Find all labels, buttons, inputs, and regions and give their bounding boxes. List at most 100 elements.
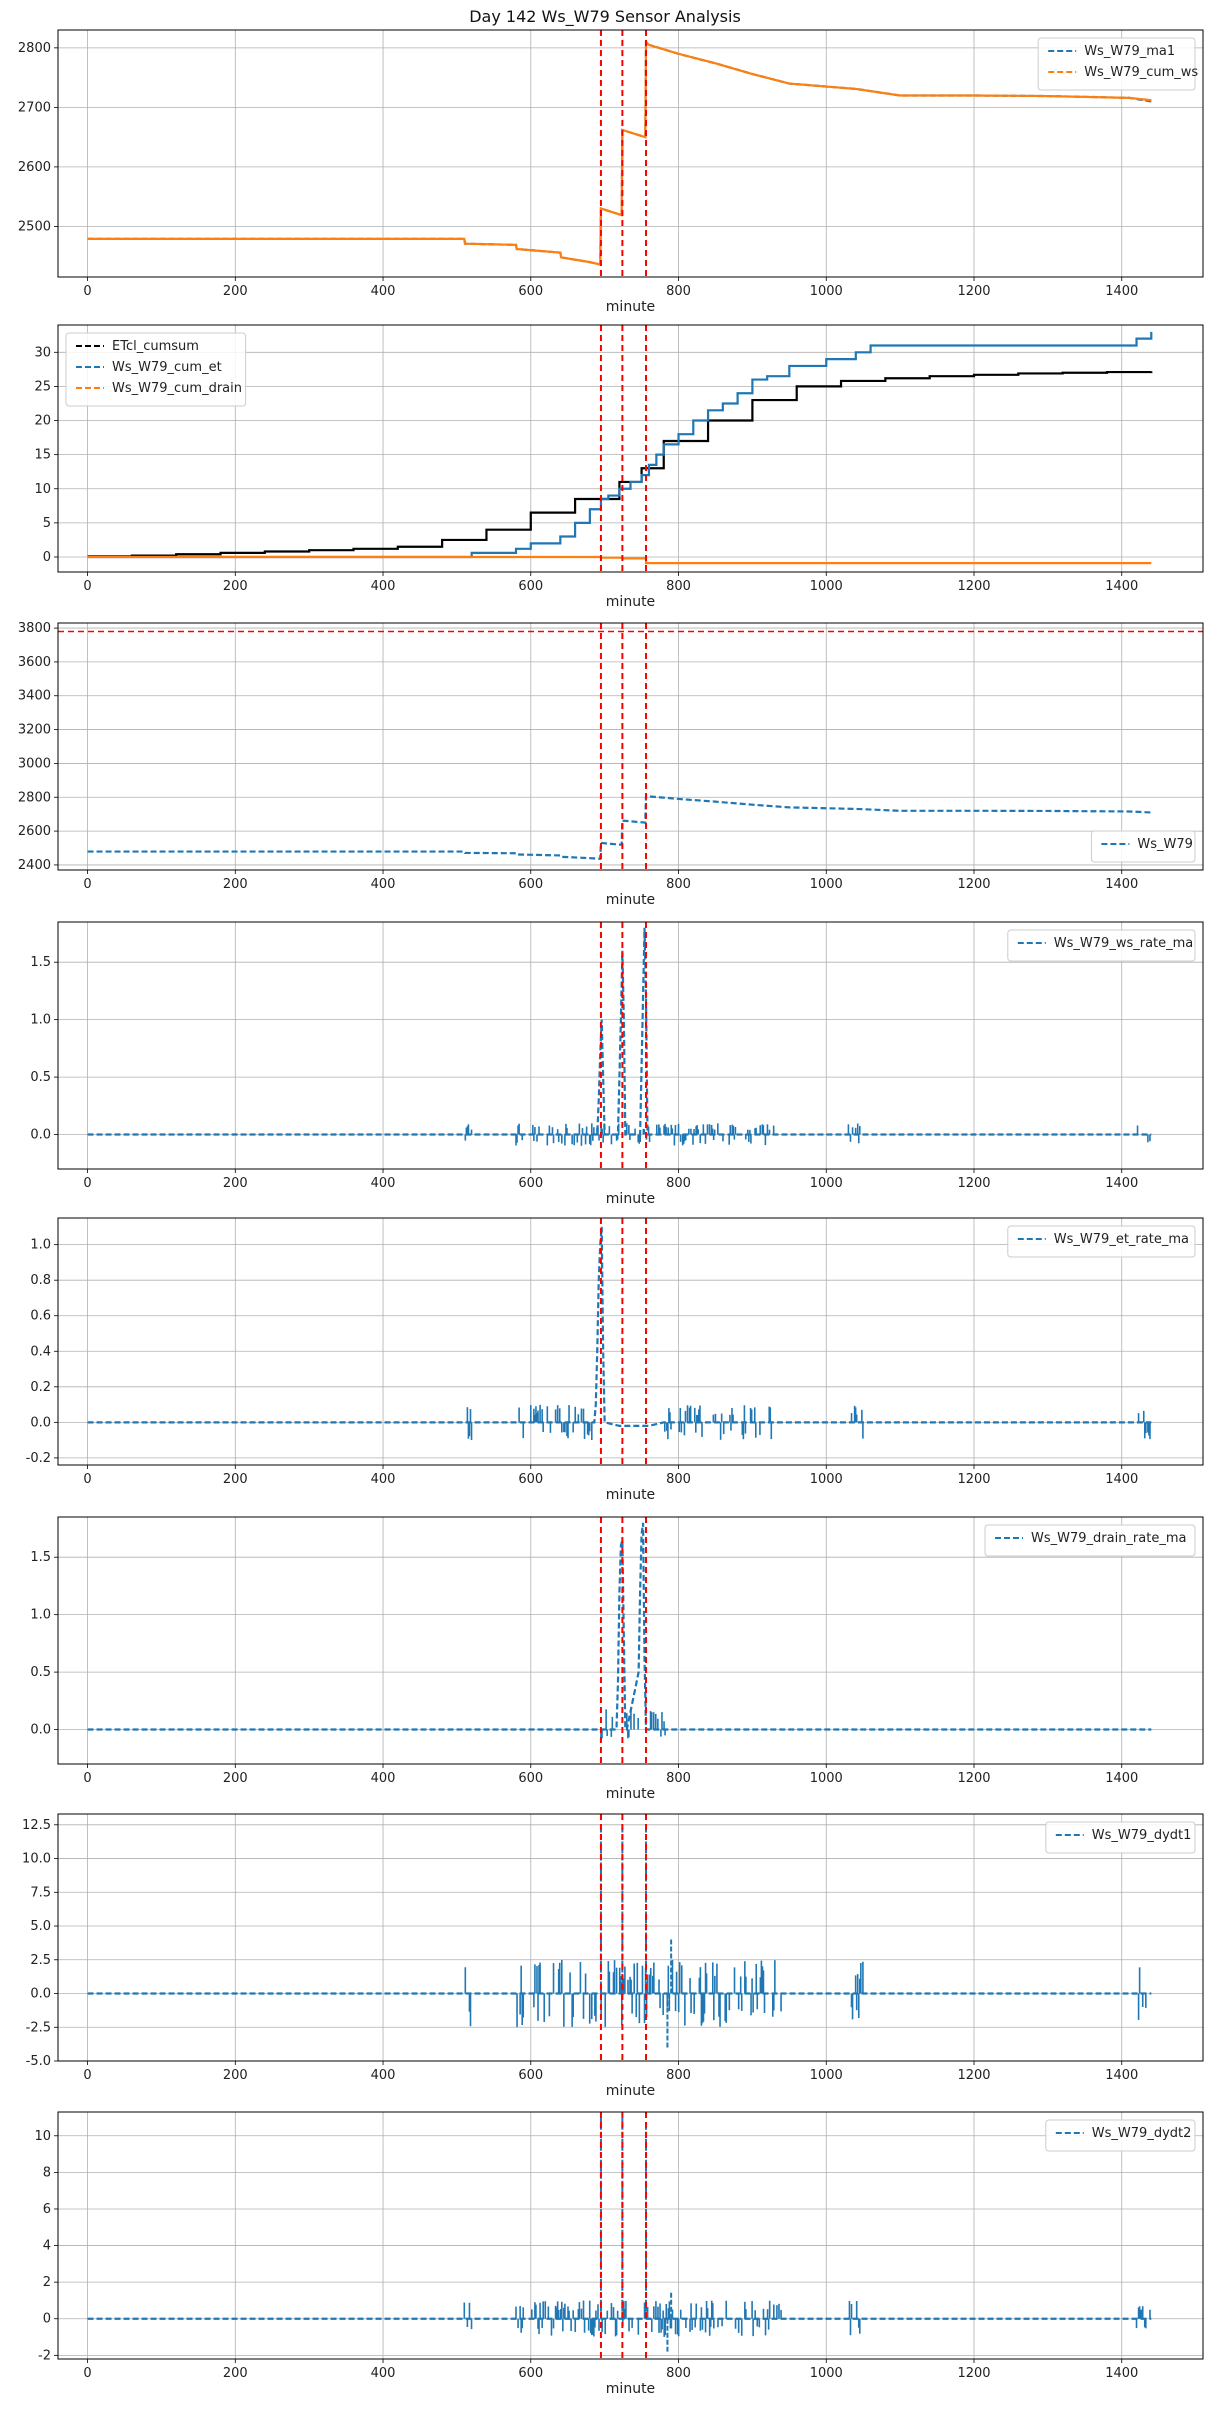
y-tick-label: 8 bbox=[43, 2165, 51, 2180]
y-tick-label: -2 bbox=[38, 2348, 51, 2363]
x-tick-label: 1400 bbox=[1105, 877, 1138, 892]
legend-box bbox=[1007, 1225, 1196, 1258]
x-tick-label: 1400 bbox=[1105, 1176, 1138, 1191]
y-tick-label: 3400 bbox=[18, 689, 51, 704]
y-tick-label: 2.5 bbox=[30, 1953, 51, 1968]
legend-label: Ws_W79_cum_drain bbox=[112, 381, 242, 396]
legend: Ws_W79_drain_rate_ma bbox=[984, 1524, 1196, 1557]
x-tick-label: 400 bbox=[371, 2366, 396, 2381]
x-tick-label: 800 bbox=[666, 2068, 691, 2083]
y-tick-label: 20 bbox=[34, 414, 51, 429]
x-tick-label: 800 bbox=[666, 1176, 691, 1191]
x-tick-label: 1400 bbox=[1105, 2068, 1138, 2083]
y-tick-label: 10 bbox=[34, 482, 51, 497]
x-tick-label: 0 bbox=[83, 2068, 91, 2083]
x-tick-label: 400 bbox=[371, 2068, 396, 2083]
x-tick-label: 1400 bbox=[1105, 579, 1138, 594]
x-tick-label: 600 bbox=[518, 1176, 543, 1191]
x-tick-label: 600 bbox=[518, 579, 543, 594]
y-tick-label: 0.4 bbox=[30, 1344, 51, 1359]
y-tick-label: 2500 bbox=[18, 219, 51, 234]
x-tick-label: 0 bbox=[83, 2366, 91, 2381]
x-tick-label: 1200 bbox=[957, 1771, 990, 1786]
legend: Ws_W79_dydt1 bbox=[1045, 1821, 1196, 1854]
y-tick-label: 0.5 bbox=[30, 1070, 51, 1085]
y-tick-label: 3800 bbox=[18, 621, 51, 636]
x-tick-label: 600 bbox=[518, 284, 543, 299]
y-tick-label: 2600 bbox=[18, 160, 51, 175]
axes-frame bbox=[57, 29, 1204, 278]
legend-label: Ws_W79_dydt2 bbox=[1092, 2126, 1192, 2141]
plot-area bbox=[87, 1814, 1152, 2061]
axes-frame bbox=[57, 1516, 1204, 1765]
legend-label: ETcl_cumsum bbox=[112, 339, 199, 354]
y-tick-label: 0.0 bbox=[30, 1128, 51, 1143]
x-tick-label: 200 bbox=[223, 1472, 248, 1487]
legend: Ws_W79_ma1 Ws_W79_cum_ws bbox=[1037, 37, 1198, 91]
y-tick-label: 2600 bbox=[18, 824, 51, 839]
x-tick-label: 800 bbox=[666, 1472, 691, 1487]
y-tick-label: 0.0 bbox=[30, 1723, 51, 1738]
x-axis-label: minute bbox=[606, 1191, 655, 1207]
legend-box bbox=[984, 1524, 1196, 1557]
y-tick-label: 2 bbox=[43, 2275, 51, 2290]
x-tick-label: 1400 bbox=[1105, 2366, 1138, 2381]
x-tick-label: 0 bbox=[83, 1472, 91, 1487]
legend-box bbox=[1037, 37, 1196, 91]
y-tick-label: 5.0 bbox=[30, 1919, 51, 1934]
legend: Ws_W79 bbox=[1090, 830, 1196, 863]
x-axis-label: minute bbox=[606, 2083, 655, 2099]
y-tick-label: 6 bbox=[43, 2202, 51, 2217]
x-axis-label: minute bbox=[606, 594, 655, 610]
x-tick-label: 1400 bbox=[1105, 1771, 1138, 1786]
chart-panel-7: 0 200 400 600 800 1000 1200 1400 -5.0 -2.5 0.0 2.5 5… bbox=[22, 1813, 1204, 2099]
x-tick-label: 400 bbox=[371, 1176, 396, 1191]
legend: Ws_W79_et_rate_ma bbox=[1007, 1225, 1196, 1258]
series-line-Ws_W79 bbox=[87, 794, 1152, 861]
legend-label: Ws_W79_cum_ws bbox=[1084, 65, 1198, 80]
axes-frame bbox=[57, 622, 1204, 871]
y-tick-label: 0.0 bbox=[30, 1415, 51, 1430]
x-tick-label: 600 bbox=[518, 2068, 543, 2083]
y-tick-label: 5 bbox=[43, 516, 51, 531]
x-tick-label: 200 bbox=[223, 1771, 248, 1786]
x-tick-label: 1400 bbox=[1105, 284, 1138, 299]
x-tick-label: 400 bbox=[371, 1472, 396, 1487]
y-tick-label: 3200 bbox=[18, 723, 51, 738]
x-tick-label: 1000 bbox=[810, 2068, 843, 2083]
legend-label: Ws_W79_dydt1 bbox=[1092, 1828, 1192, 1843]
x-tick-label: 1200 bbox=[957, 2068, 990, 2083]
x-tick-label: 200 bbox=[223, 1176, 248, 1191]
chart-panel-1: 0 200 400 600 800 1000 1200 1400 2500 2600 2700 280… bbox=[18, 29, 1204, 315]
legend-label: Ws_W79_cum_et bbox=[112, 360, 222, 375]
x-tick-label: 400 bbox=[371, 284, 396, 299]
series-line-Ws_W79_et_rate_ma bbox=[87, 1226, 1152, 1428]
x-tick-label: 600 bbox=[518, 877, 543, 892]
y-tick-label: 1.5 bbox=[30, 1550, 51, 1565]
x-tick-label: 1000 bbox=[810, 1176, 843, 1191]
y-tick-label: 0 bbox=[43, 550, 51, 565]
plot-area bbox=[87, 2112, 1152, 2359]
x-tick-label: 1200 bbox=[957, 1472, 990, 1487]
x-tick-label: 1000 bbox=[810, 284, 843, 299]
plot-area bbox=[87, 922, 1152, 1169]
y-tick-label: 3600 bbox=[18, 655, 51, 670]
y-tick-label: 1.0 bbox=[30, 1238, 51, 1253]
x-tick-label: 1200 bbox=[957, 1176, 990, 1191]
chart-panel-2: 0 200 400 600 800 1000 1200 1400 0 5 10 15 20 25 30 min… bbox=[34, 324, 1204, 610]
x-tick-label: 1200 bbox=[957, 284, 990, 299]
y-tick-label: 2800 bbox=[18, 790, 51, 805]
x-tick-label: 200 bbox=[223, 2068, 248, 2083]
x-axis-label: minute bbox=[606, 2381, 655, 2397]
series-line-Ws_W79_drain_rate_ma bbox=[87, 1522, 1152, 1731]
y-tick-label: -2.5 bbox=[26, 2020, 51, 2035]
legend: Ws_W79_ws_rate_ma bbox=[1007, 929, 1196, 962]
legend-label: Ws_W79_et_rate_ma bbox=[1054, 1232, 1189, 1247]
axes-frame bbox=[57, 921, 1204, 1170]
x-tick-label: 200 bbox=[223, 877, 248, 892]
chart-panel-5: 0 200 400 600 800 1000 1200 1400 -0.2 0.0 0.2 0.4 0.… bbox=[26, 1217, 1204, 1503]
axes-frame bbox=[57, 1217, 1204, 1466]
x-tick-label: 200 bbox=[223, 284, 248, 299]
y-tick-label: 0.6 bbox=[30, 1309, 51, 1324]
